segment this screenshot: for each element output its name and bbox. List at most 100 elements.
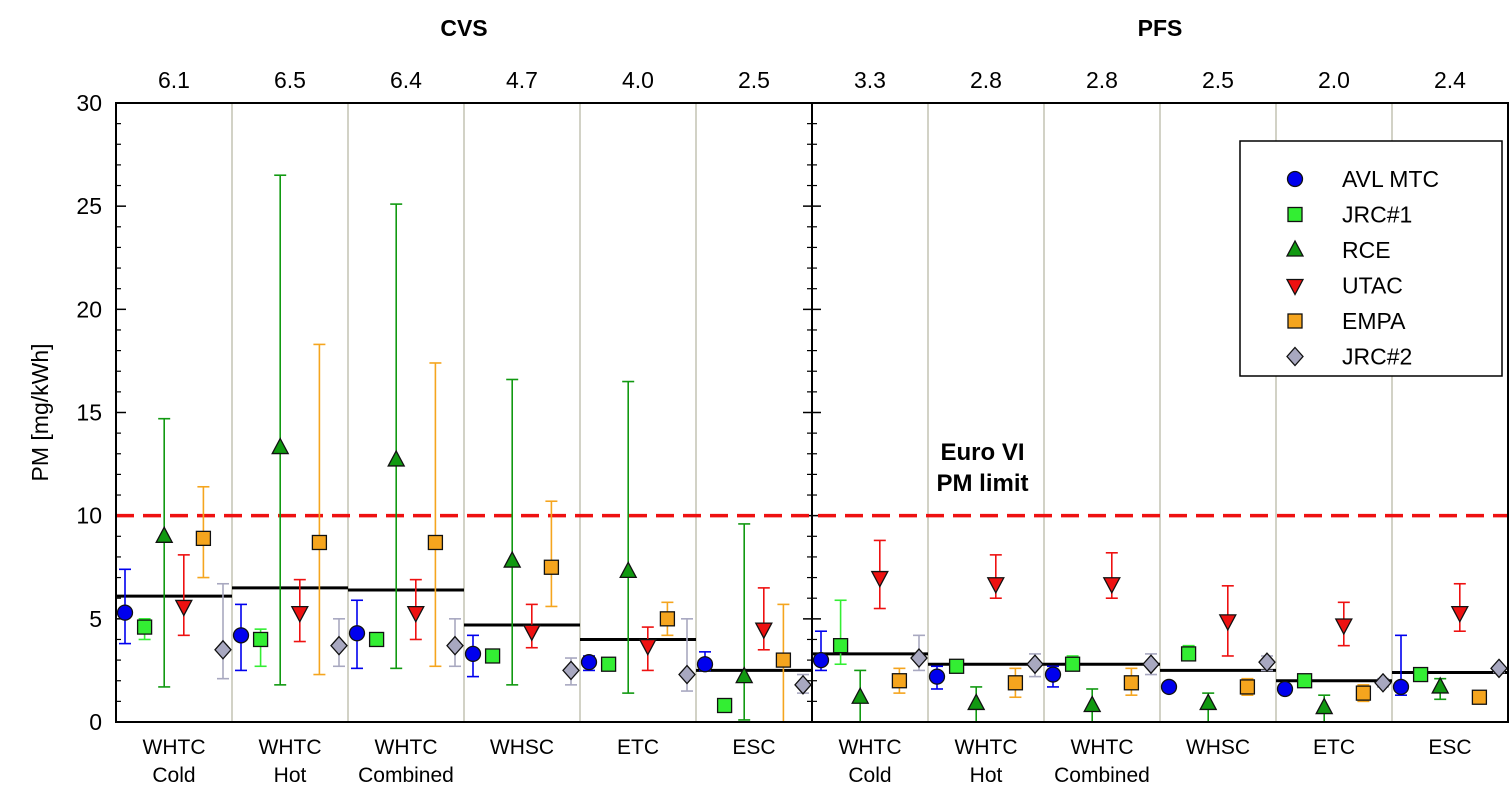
category-label: Cold xyxy=(152,764,195,786)
error-bar xyxy=(506,378,519,686)
legend-item: RCE xyxy=(1285,237,1391,263)
mean-lines xyxy=(116,586,1508,683)
data-point xyxy=(812,651,830,669)
data-point xyxy=(754,622,773,640)
category-label: Combined xyxy=(358,764,454,786)
data-point xyxy=(1218,614,1237,632)
data-point xyxy=(290,605,309,624)
category-label: Hot xyxy=(970,764,1003,786)
data-point xyxy=(232,627,250,644)
category-label: ESC xyxy=(732,736,775,759)
data-point xyxy=(1296,673,1313,689)
data-point xyxy=(195,530,212,547)
data-point xyxy=(986,577,1005,595)
data-point xyxy=(271,437,290,455)
data-point xyxy=(446,635,464,656)
y-tick-label: 5 xyxy=(89,606,102,632)
group-label: CVS xyxy=(440,15,487,41)
data-point xyxy=(503,550,522,568)
data-point xyxy=(1392,678,1410,696)
legend-item: EMPA xyxy=(1287,308,1406,334)
mean-value-label: 2.0 xyxy=(1318,67,1350,93)
data-point xyxy=(311,534,328,551)
data-point xyxy=(1102,577,1121,595)
data-point xyxy=(1160,678,1178,696)
data-point xyxy=(116,604,134,621)
data-point xyxy=(464,645,482,663)
data-point xyxy=(716,697,733,714)
data-point xyxy=(1450,605,1469,624)
error-bar xyxy=(622,380,635,694)
data-point xyxy=(638,639,657,657)
data-point xyxy=(619,560,638,579)
error-bar xyxy=(834,599,847,666)
data-point xyxy=(1180,646,1197,662)
data-point xyxy=(1412,666,1429,683)
mean-value-label: 6.5 xyxy=(274,67,306,93)
reference-line-label: Euro VI xyxy=(941,439,1025,466)
y-tick-label: 15 xyxy=(76,400,102,426)
data-markers xyxy=(116,437,1508,715)
mean-value-label: 2.5 xyxy=(1202,67,1234,93)
mean-value-label: 2.8 xyxy=(1086,67,1118,93)
reference-line: Euro VI PM limit xyxy=(116,439,1508,518)
data-point xyxy=(1064,656,1081,672)
y-axis: 0 5 10 15 20 25 30 PM [mg/kWh] xyxy=(27,90,821,735)
legend-label: EMPA xyxy=(1342,308,1406,334)
data-point xyxy=(330,635,348,656)
data-point xyxy=(1007,675,1024,691)
data-point xyxy=(1239,679,1256,695)
mean-value-label: 6.1 xyxy=(158,67,190,93)
mean-value-label: 4.7 xyxy=(506,67,538,93)
error-bar xyxy=(313,343,326,676)
y-tick-label: 20 xyxy=(76,296,102,322)
data-point xyxy=(775,652,792,668)
legend-item: UTAC xyxy=(1285,273,1403,299)
legend: AVL MTC JRC#1 RCE UTAC EMPA JRC#2 xyxy=(1239,140,1503,377)
error-bar xyxy=(217,582,229,680)
legend-marker xyxy=(1285,239,1305,257)
data-point xyxy=(1044,666,1062,683)
category-label: WHTC xyxy=(375,736,438,759)
data-point xyxy=(155,525,174,543)
error-bar xyxy=(757,587,770,651)
category-label: WHTC xyxy=(839,736,902,759)
error-bar xyxy=(158,417,171,688)
data-point xyxy=(910,648,928,669)
category-label: Cold xyxy=(848,764,891,786)
category-label: WHTC xyxy=(955,736,1018,759)
legend-marker xyxy=(1286,346,1304,367)
category-label: ETC xyxy=(617,736,659,759)
error-bar xyxy=(429,362,442,668)
plot-frame xyxy=(115,102,1509,723)
data-point xyxy=(696,656,714,673)
data-point xyxy=(348,625,366,642)
y-tick-label: 10 xyxy=(76,503,102,529)
category-label: WHTC xyxy=(259,736,322,759)
reference-line-label: PM limit xyxy=(937,470,1029,497)
legend-label: UTAC xyxy=(1342,273,1403,299)
data-point xyxy=(928,668,946,685)
legend-marker xyxy=(1287,206,1303,223)
data-point xyxy=(1199,693,1218,711)
top-labels: CVS PFS 6.1 6.5 6.4 4.7 4.0 2.5 3.3 2.8 2.8 2.5 2.0 2… xyxy=(158,15,1466,93)
category-label: WHSC xyxy=(1186,736,1250,759)
data-point xyxy=(1431,676,1450,694)
data-point xyxy=(851,686,870,704)
data-point xyxy=(832,638,849,654)
data-point xyxy=(387,449,406,467)
legend-marker xyxy=(1287,313,1303,329)
category-label: Combined xyxy=(1054,764,1150,786)
data-point xyxy=(1083,695,1102,713)
category-label: Hot xyxy=(274,764,307,786)
legend-box xyxy=(1239,140,1503,377)
data-point xyxy=(1123,675,1140,691)
data-point xyxy=(562,660,580,681)
group-label: PFS xyxy=(1138,15,1183,41)
data-point xyxy=(678,664,696,685)
data-point xyxy=(1374,672,1392,693)
y-tick-label: 0 xyxy=(89,709,102,735)
data-point xyxy=(484,648,501,664)
error-bar xyxy=(738,523,751,721)
